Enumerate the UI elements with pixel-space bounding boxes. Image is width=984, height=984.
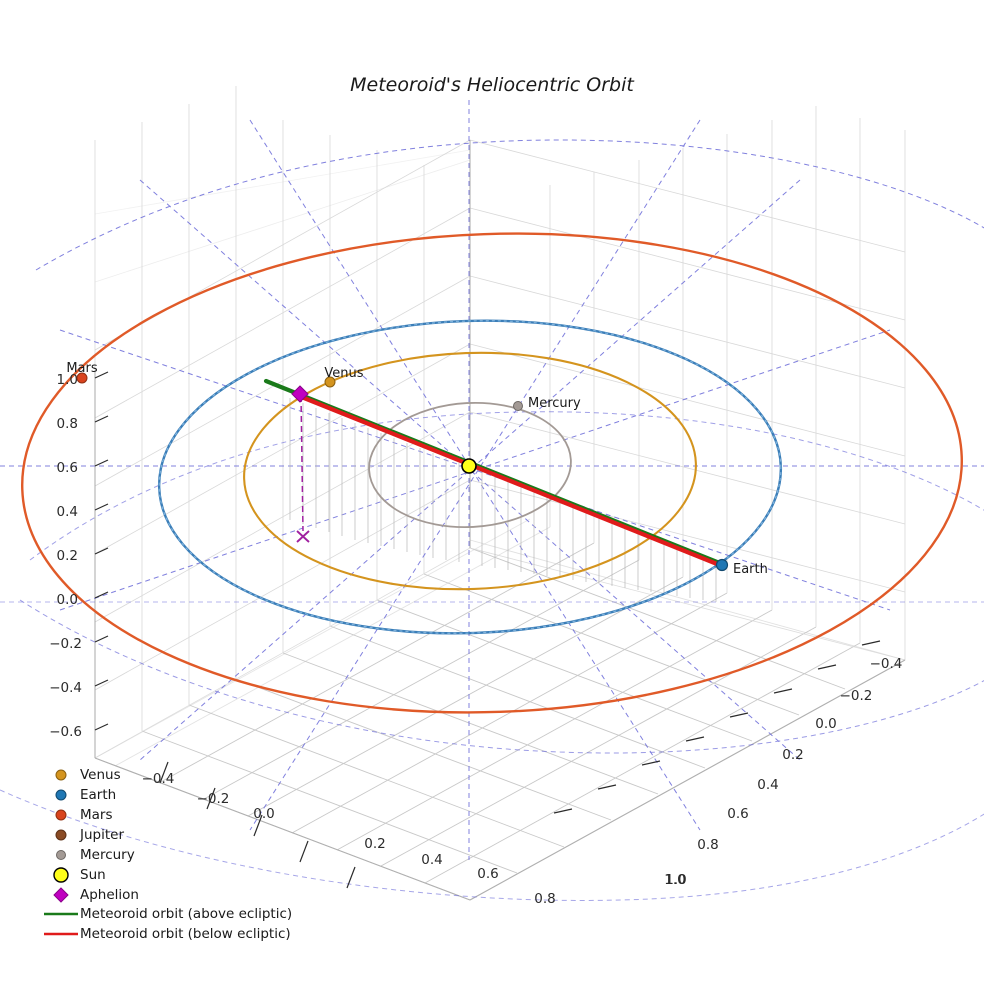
x-tick-label: 0.2 bbox=[364, 836, 385, 852]
z-tick-label: −0.4 bbox=[49, 680, 82, 696]
body-label-mars: Mars bbox=[66, 361, 98, 376]
legend-item-sun[interactable]: Sun bbox=[53, 867, 106, 883]
y-tick-label: −0.2 bbox=[840, 688, 873, 704]
marker-earth: Earth bbox=[715, 558, 768, 577]
y-tick-label: 0.6 bbox=[727, 806, 748, 822]
body-label-earth: Earth bbox=[733, 562, 768, 577]
y-axis-ticks: −0.4 −0.2 0.0 0.2 0.4 0.6 0.8 1.0 bbox=[553, 640, 902, 888]
x-tick-label: −0.2 bbox=[197, 791, 230, 807]
z-axis-ticks: 1.0 0.8 0.6 0.4 0.2 0.0 −0.2 −0.4 −0.6 bbox=[49, 371, 109, 740]
z-tick-label: 0.4 bbox=[57, 504, 78, 520]
earth-marker-icon bbox=[55, 789, 67, 801]
series-venus-orbit bbox=[243, 351, 697, 591]
legend-item-meteoroid-below[interactable]: Meteoroid orbit (below ecliptic) bbox=[44, 926, 291, 942]
back-left-pane-grid bbox=[94, 86, 471, 759]
y-tick-label: 0.0 bbox=[815, 716, 836, 732]
x-tick-label: −0.4 bbox=[142, 771, 175, 787]
legend-label: Earth bbox=[80, 787, 116, 803]
y-tick-label: 0.2 bbox=[782, 747, 803, 763]
venus-marker-icon bbox=[55, 769, 67, 781]
z-tick-label: 0.2 bbox=[57, 548, 78, 564]
legend-item-jupiter[interactable]: Jupiter bbox=[55, 827, 124, 843]
body-label-venus: Venus bbox=[324, 366, 363, 381]
series-meteoroid-below-ecliptic bbox=[296, 393, 725, 569]
x-tick-label: 0.0 bbox=[253, 806, 274, 822]
marker-aphelion bbox=[291, 385, 309, 403]
legend-item-venus[interactable]: Venus bbox=[55, 767, 121, 783]
floor-grid bbox=[94, 518, 906, 901]
marker-sun bbox=[461, 458, 477, 474]
ecliptic-reference-lines bbox=[0, 100, 984, 901]
legend-label: Mars bbox=[80, 807, 113, 823]
z-tick-label: 0.0 bbox=[57, 592, 78, 608]
aphelion-diamond-icon bbox=[53, 887, 69, 903]
legend-item-meteoroid-above[interactable]: Meteoroid orbit (above ecliptic) bbox=[44, 906, 292, 922]
back-right-pane-grid bbox=[469, 106, 906, 661]
marker-mercury: Mercury bbox=[513, 396, 581, 411]
legend-item-mars[interactable]: Mars bbox=[55, 807, 113, 823]
z-tick-label: 1.0 bbox=[57, 372, 78, 388]
mercury-marker-icon bbox=[56, 850, 66, 860]
x-tick-label: 0.6 bbox=[477, 866, 498, 882]
x-tick-label: 0.4 bbox=[421, 852, 442, 868]
z-tick-label: −0.2 bbox=[49, 636, 82, 652]
y-tick-label: 0.4 bbox=[757, 777, 778, 793]
legend-label: Meteoroid orbit (above ecliptic) bbox=[80, 906, 292, 922]
x-tick-label: 1.0 bbox=[664, 872, 685, 888]
z-tick-label: 0.8 bbox=[57, 416, 78, 432]
y-tick-labels: −0.4 −0.2 0.0 0.2 0.4 0.6 0.8 1.0 bbox=[665, 656, 902, 888]
legend: Venus Earth Mars Jupiter Mercury bbox=[44, 767, 292, 942]
axes-panes bbox=[94, 86, 906, 901]
legend-label: Meteoroid orbit (below ecliptic) bbox=[80, 926, 291, 942]
legend-label: Jupiter bbox=[79, 827, 124, 843]
legend-item-mercury[interactable]: Mercury bbox=[56, 847, 135, 863]
x-axis-ticks: −0.4 −0.2 0.0 0.2 0.4 0.6 0.8 1.0 bbox=[142, 761, 686, 907]
aphelion-drop-line bbox=[296, 395, 310, 543]
x-tick-label: 0.8 bbox=[534, 891, 555, 907]
legend-label: Sun bbox=[80, 867, 106, 883]
axis-spines bbox=[94, 140, 906, 901]
sun-marker-icon bbox=[53, 867, 69, 883]
marker-mars: Mars bbox=[66, 361, 98, 384]
jupiter-marker-icon bbox=[55, 829, 67, 841]
y-tick-label: 1.0 bbox=[665, 872, 686, 888]
z-tick-label: −0.6 bbox=[49, 724, 82, 740]
meteoroid-projection-stems bbox=[289, 398, 717, 602]
z-tick-label: 0.6 bbox=[57, 460, 78, 476]
x-tick-labels: −0.4 −0.2 0.0 0.2 0.4 0.6 0.8 1.0 bbox=[142, 771, 686, 907]
y-tick-label: −0.4 bbox=[870, 656, 903, 672]
marker-venus: Venus bbox=[324, 366, 364, 388]
mars-marker-icon bbox=[55, 809, 67, 821]
z-tick-labels: 1.0 0.8 0.6 0.4 0.2 0.0 −0.2 −0.4 −0.6 bbox=[49, 372, 82, 740]
series-mercury-orbit bbox=[368, 401, 572, 529]
y-tick-label: 0.8 bbox=[697, 837, 718, 853]
legend-label: Venus bbox=[80, 767, 121, 783]
body-label-mercury: Mercury bbox=[528, 396, 581, 411]
legend-label: Aphelion bbox=[80, 887, 139, 903]
legend-item-earth[interactable]: Earth bbox=[55, 787, 116, 803]
page-title: Meteoroid's Heliocentric Orbit bbox=[350, 74, 634, 96]
series-mars-orbit bbox=[21, 232, 963, 714]
legend-item-aphelion[interactable]: Aphelion bbox=[53, 887, 139, 903]
series-earth-orbit bbox=[157, 319, 783, 635]
legend-label: Mercury bbox=[80, 847, 135, 863]
